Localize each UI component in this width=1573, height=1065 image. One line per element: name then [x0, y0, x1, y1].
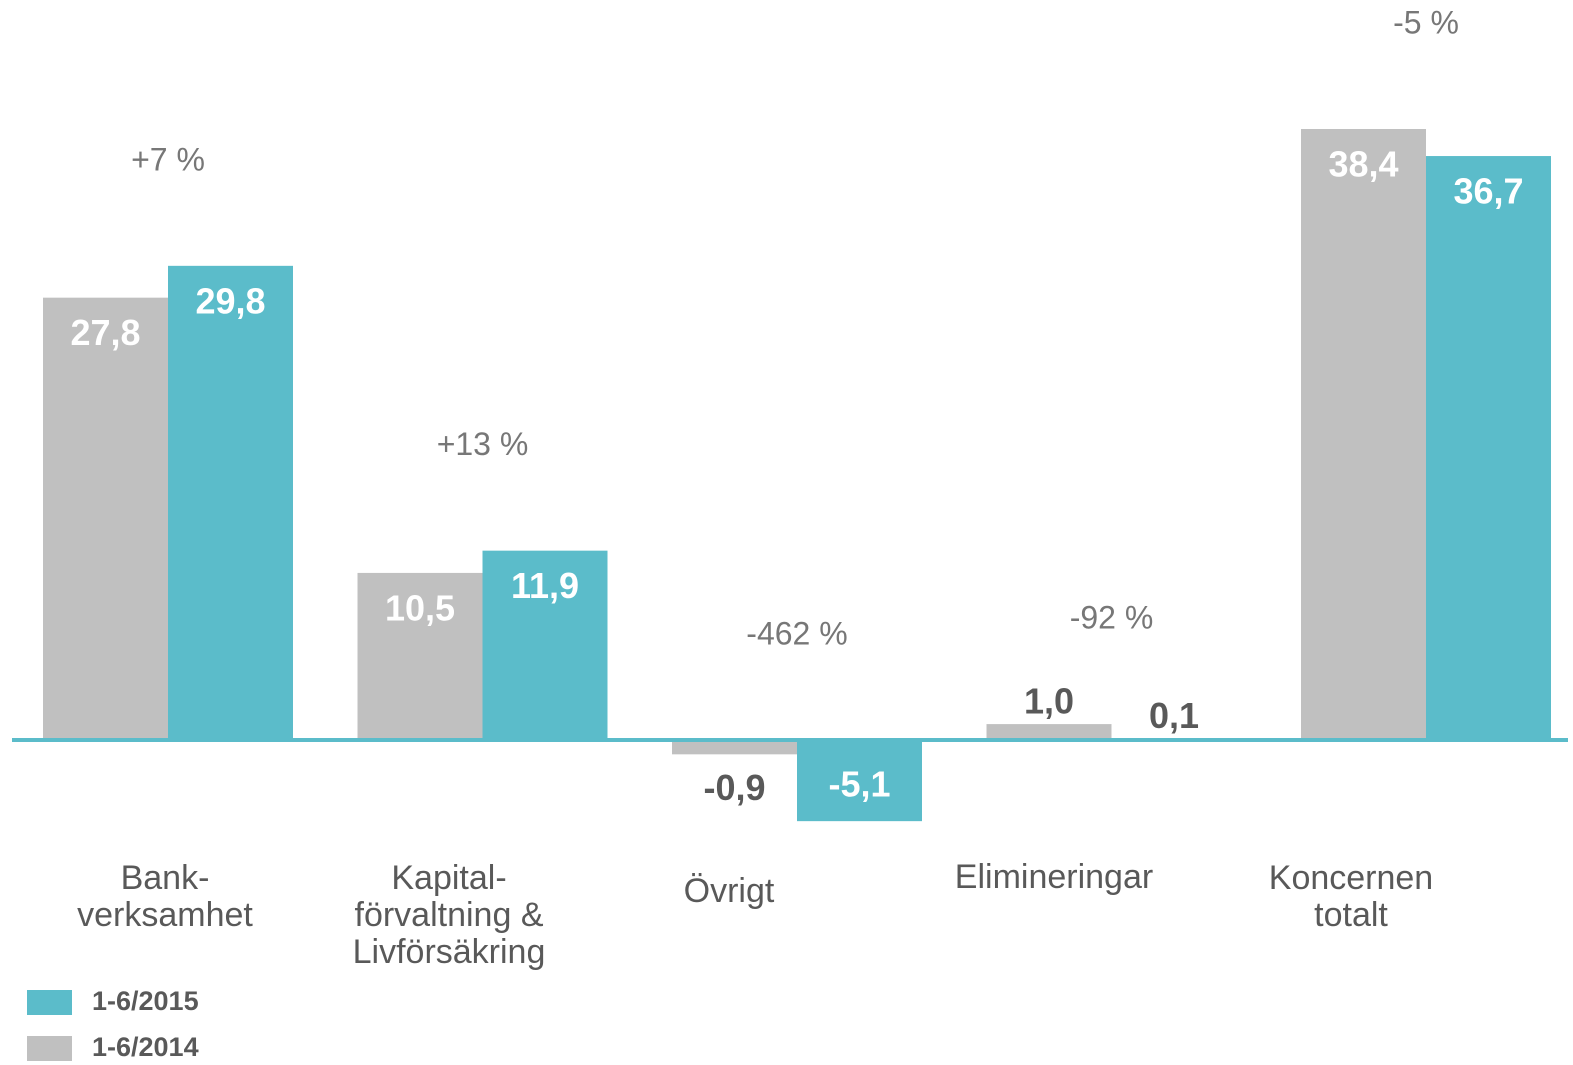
legend-swatch — [27, 990, 72, 1015]
change-annotation: -5 % — [1393, 4, 1459, 40]
category-line: Övrigt — [684, 872, 775, 910]
bar — [672, 740, 797, 755]
legend-swatch — [27, 1036, 72, 1061]
value-label: -0,9 — [703, 767, 765, 808]
value-label: 27,8 — [70, 312, 140, 353]
change-annotation: -462 % — [746, 615, 847, 651]
category-label: Kapital-förvaltning & Livförsäkring — [353, 859, 546, 971]
bar — [986, 724, 1112, 740]
value-label: -5,1 — [828, 764, 890, 805]
change-annotation: +7 % — [131, 141, 205, 177]
bar — [168, 265, 293, 740]
category-label: Bank-verksamhet — [77, 859, 253, 934]
value-label: 38,4 — [1328, 144, 1398, 185]
value-label: 1,0 — [1024, 681, 1074, 722]
bar — [1426, 156, 1551, 740]
bar — [797, 740, 922, 822]
value-label: 0,1 — [1149, 695, 1199, 736]
category-line: förvaltning & — [355, 896, 544, 934]
category-line: totalt — [1314, 896, 1388, 934]
category-line: Koncernen — [1269, 859, 1433, 897]
category-line: verksamhet — [77, 896, 253, 934]
category-line: Bank- — [121, 859, 210, 897]
value-label: 11,9 — [511, 565, 579, 606]
value-label: 36,7 — [1453, 171, 1523, 212]
bar — [1301, 129, 1426, 740]
category-label: Koncernen totalt — [1269, 859, 1433, 934]
category-line: Elimineringar — [955, 858, 1153, 896]
change-annotation: +13 % — [437, 426, 529, 462]
value-label: 29,8 — [195, 280, 265, 321]
legend-label: 1-6/2015 — [92, 986, 199, 1016]
category-label: Övrigt — [684, 872, 775, 910]
bar — [357, 572, 483, 740]
change-annotation: -92 % — [1070, 600, 1154, 636]
bar — [43, 297, 168, 740]
category-line: Livförsäkring — [353, 933, 546, 971]
value-label: 10,5 — [385, 587, 455, 628]
category-line: Kapital- — [391, 859, 506, 897]
legend-label: 1-6/2014 — [92, 1032, 199, 1062]
bar — [482, 550, 608, 740]
category-label: Elimineringar — [955, 858, 1153, 896]
